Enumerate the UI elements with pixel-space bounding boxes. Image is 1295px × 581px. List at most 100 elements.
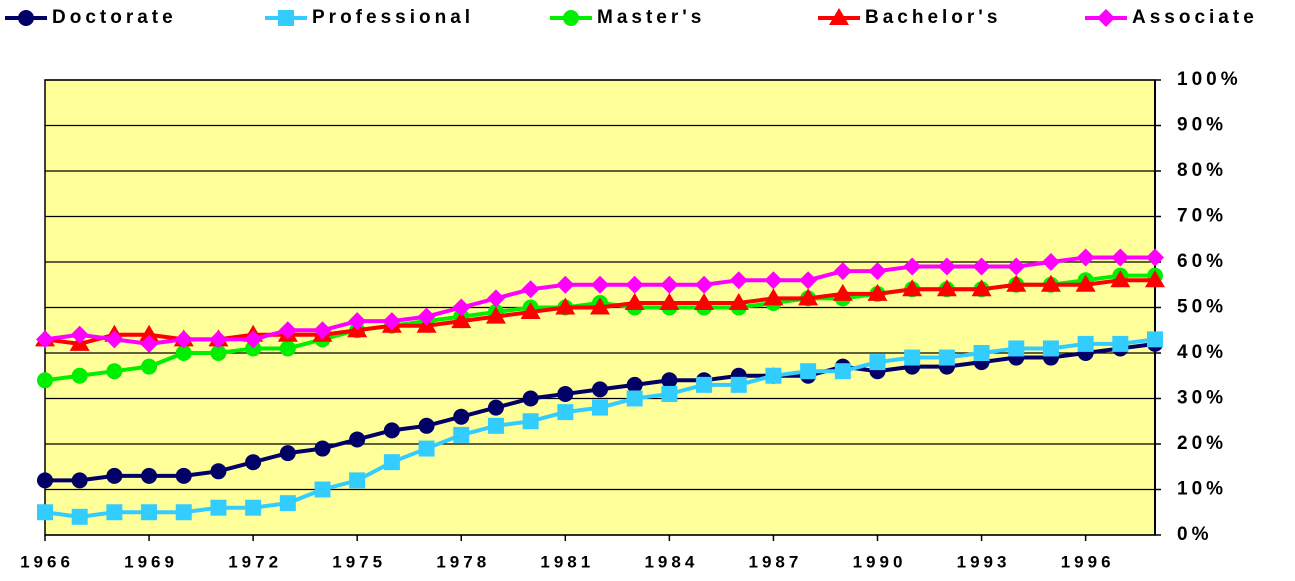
marker xyxy=(730,376,747,393)
y-tick-label: 70% xyxy=(1177,206,1227,227)
marker xyxy=(382,312,401,331)
y-tick-label: 60% xyxy=(1177,251,1227,272)
marker xyxy=(694,292,715,310)
marker xyxy=(592,381,608,398)
marker xyxy=(695,275,714,294)
y-tick-label: 50% xyxy=(1177,297,1227,318)
marker xyxy=(279,445,296,462)
marker xyxy=(383,454,400,471)
marker xyxy=(765,367,782,384)
marker xyxy=(625,275,644,294)
marker xyxy=(279,340,296,357)
marker xyxy=(1111,248,1130,267)
marker xyxy=(105,330,124,349)
x-tick-label: 1993 xyxy=(957,552,1011,571)
x-tick-label: 1978 xyxy=(436,552,490,571)
marker xyxy=(1041,253,1060,271)
marker xyxy=(626,376,643,393)
legend-label: Bachelor's xyxy=(865,7,1001,28)
marker xyxy=(590,297,610,315)
legend-item: Associate xyxy=(1085,7,1258,28)
marker xyxy=(829,8,849,25)
marker xyxy=(209,330,228,349)
marker xyxy=(936,279,957,297)
marker xyxy=(279,495,296,512)
marker xyxy=(937,257,956,276)
marker xyxy=(175,504,192,521)
marker xyxy=(938,349,955,366)
marker xyxy=(71,508,88,525)
marker xyxy=(555,297,576,315)
marker xyxy=(244,330,263,349)
x-tick-label: 1975 xyxy=(332,552,386,571)
legend-item: Bachelor's xyxy=(818,7,1001,28)
marker xyxy=(973,345,990,361)
marker xyxy=(1147,331,1163,348)
marker xyxy=(1077,335,1094,352)
legend-label: Professional xyxy=(312,7,474,28)
marker xyxy=(313,321,332,340)
marker xyxy=(800,363,817,380)
marker xyxy=(659,292,680,310)
marker xyxy=(140,334,159,353)
marker xyxy=(833,262,852,281)
marker xyxy=(139,324,160,342)
marker xyxy=(141,504,158,521)
marker xyxy=(71,472,88,489)
marker xyxy=(1042,340,1059,357)
marker xyxy=(417,307,436,326)
marker xyxy=(626,390,643,407)
marker xyxy=(624,292,645,310)
marker xyxy=(1076,248,1095,267)
marker xyxy=(278,321,297,340)
marker xyxy=(522,390,539,407)
marker xyxy=(451,311,472,329)
x-tick-label: 1984 xyxy=(644,552,698,571)
marker xyxy=(418,440,435,457)
marker xyxy=(106,363,123,380)
marker xyxy=(522,413,539,430)
marker xyxy=(661,385,678,402)
marker xyxy=(696,376,713,393)
marker xyxy=(175,467,192,484)
marker xyxy=(106,467,123,484)
marker xyxy=(37,504,53,521)
marker xyxy=(141,467,158,484)
legend-item: Master's xyxy=(550,7,701,28)
marker xyxy=(1112,335,1129,352)
y-tick-label: 30% xyxy=(1177,388,1227,409)
marker xyxy=(106,504,123,521)
marker xyxy=(868,262,887,281)
marker xyxy=(764,271,783,290)
y-tick-label: 20% xyxy=(1177,433,1227,454)
marker xyxy=(1146,248,1164,267)
marker xyxy=(763,288,784,306)
x-tick-label: 1987 xyxy=(749,552,803,571)
marker xyxy=(383,422,400,439)
marker xyxy=(904,349,921,366)
marker xyxy=(1097,9,1115,27)
y-tick-label: 90% xyxy=(1177,115,1227,136)
marker xyxy=(869,354,886,371)
marker xyxy=(592,399,608,416)
series xyxy=(36,248,1164,353)
marker xyxy=(487,399,504,416)
x-tick-label: 1990 xyxy=(853,552,907,571)
marker xyxy=(728,292,749,310)
legend-label: Associate xyxy=(1132,7,1258,28)
marker xyxy=(36,330,54,349)
marker xyxy=(487,417,504,434)
marker xyxy=(314,481,331,498)
marker xyxy=(557,404,574,421)
x-tick-label: 1969 xyxy=(124,552,178,571)
marker xyxy=(660,275,679,294)
y-tick-label: 40% xyxy=(1177,342,1227,363)
legend-item: Doctorate xyxy=(5,7,173,28)
marker xyxy=(1040,274,1061,292)
marker xyxy=(18,10,34,26)
marker xyxy=(245,454,262,471)
marker xyxy=(418,417,435,434)
marker xyxy=(867,283,888,301)
marker xyxy=(348,312,367,331)
